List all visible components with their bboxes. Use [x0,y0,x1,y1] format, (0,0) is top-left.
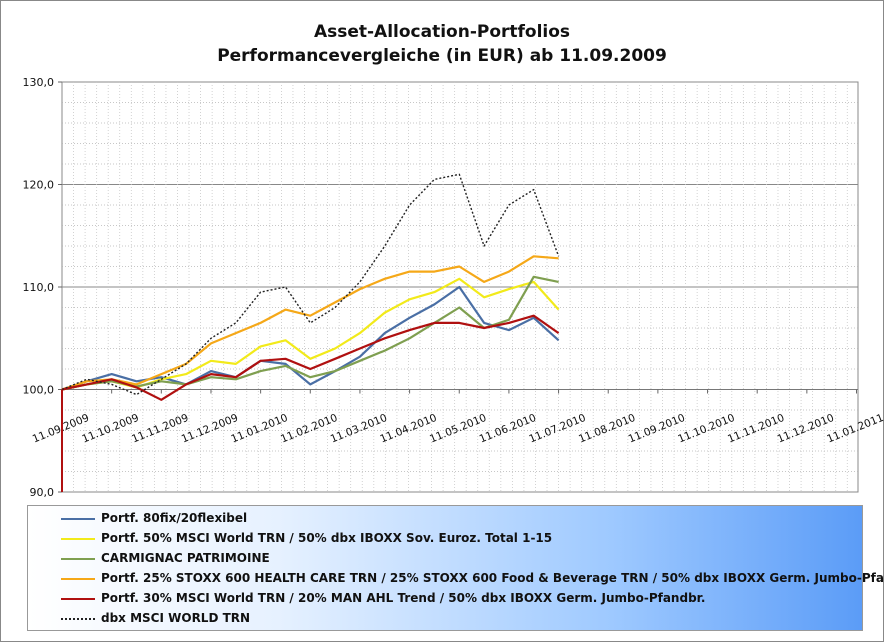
y-tick-label: 110,0 [23,281,55,294]
series-line-3 [61,275,559,391]
series-line-5 [61,314,560,401]
legend: Portf. 80fix/20flexibel Portf. 50% MSCI W… [27,505,884,631]
legend-label: dbx MSCI WORLD TRN [101,611,251,625]
y-tick-label: 90,0 [30,486,55,499]
series-lines [61,173,560,492]
legend-item: Portf. 80fix/20flexibel [28,510,858,528]
legend-swatch [61,538,95,540]
legend-item: Portf. 25% STOXX 600 HEALTH CARE TRN / 2… [28,570,884,588]
legend-label: Portf. 50% MSCI World TRN / 50% dbx IBOX… [101,531,553,545]
legend-item: Portf. 50% MSCI World TRN / 50% dbx IBOX… [28,530,858,548]
chart-title: Asset-Allocation-Portfolios [313,22,571,42]
series-line-4 [61,255,559,391]
legend-label: CARMIGNAC PATRIMOINE [101,551,270,565]
y-tick-label: 120,0 [23,179,55,192]
y-tick-label: 100,0 [23,384,55,397]
legend-swatch [61,518,95,520]
y-axis-ticks: 90,0 100,0 110,0 120,0 130,0 [23,76,62,499]
legend-label: Portf. 25% STOXX 600 HEALTH CARE TRN / 2… [101,571,884,585]
legend-swatch [61,558,95,560]
legend-item: Portf. 30% MSCI World TRN / 20% MAN AHL … [28,590,858,608]
legend-item: CARMIGNAC PATRIMOINE [28,550,858,568]
legend-item: dbx MSCI WORLD TRN [28,610,858,628]
gridlines [62,82,858,492]
legend-swatch [61,578,95,580]
legend-swatch [61,618,95,620]
legend-swatch [61,598,95,600]
y-tick-label: 130,0 [23,76,55,89]
chart-subtitle: Performancevergleiche (in EUR) ab 11.09.… [217,46,667,66]
legend-label: Portf. 80fix/20flexibel [101,511,248,525]
series-line-6 [61,173,560,396]
legend-label: Portf. 30% MSCI World TRN / 20% MAN AHL … [101,591,706,605]
